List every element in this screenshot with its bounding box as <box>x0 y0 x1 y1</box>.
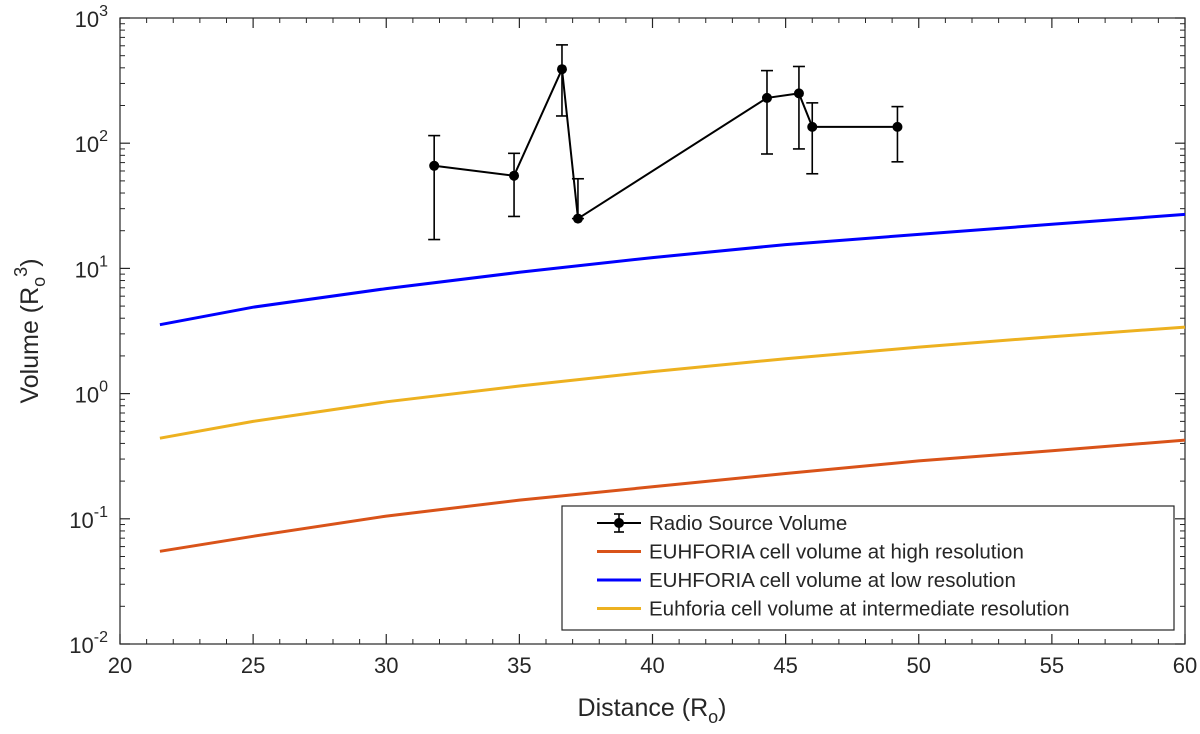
y-tick-label: 102 <box>75 128 108 157</box>
x-tick-label: 45 <box>773 653 797 678</box>
data-point <box>556 64 567 75</box>
legend-label: Radio Source Volume <box>649 512 847 535</box>
data-point <box>793 88 804 99</box>
legend-label: Euhforia cell volume at intermediate res… <box>649 598 1069 621</box>
y-tick-label: 103 <box>75 3 108 32</box>
data-point <box>509 170 520 181</box>
data-point <box>429 160 440 171</box>
x-axis-label: Distance (Ro) <box>578 694 727 727</box>
series-line <box>159 438 1186 553</box>
series-euhforia-cell-volume-at-low-resolution <box>159 212 1186 327</box>
tick-layer: 20 25 30 35 40 45 50 55 60 10-2 10-1 100 101 102 103 <box>69 3 1197 678</box>
legend-box <box>561 505 1175 631</box>
data-point <box>892 121 903 132</box>
series-line <box>434 65 898 221</box>
legend-entry: EUHFORIA cell volume at high resolution <box>597 541 1024 564</box>
x-tick-label: 35 <box>507 653 531 678</box>
series-radio-source-volume <box>428 44 904 241</box>
x-tick-label: 20 <box>108 653 132 678</box>
series-euhforia-cell-volume-at-intermediate-resolution <box>159 325 1186 440</box>
y-axis-label: Volume (Ro3) <box>11 258 49 403</box>
x-tick-label: 60 <box>1173 653 1197 678</box>
y-tick-label: 10-2 <box>69 629 108 658</box>
legend-entry: EUHFORIA cell volume at low resolution <box>597 569 1016 592</box>
x-tick-label: 50 <box>907 653 931 678</box>
series-line <box>159 325 1186 440</box>
x-tick-label: 40 <box>640 653 664 678</box>
y-tick-label: 100 <box>75 379 108 408</box>
y-tick-label: 10-1 <box>69 504 108 533</box>
data-point <box>572 213 583 224</box>
data-point <box>761 92 772 103</box>
legend-swatch-marker <box>614 518 624 528</box>
legend-entry: Euhforia cell volume at intermediate res… <box>597 598 1069 621</box>
series-euhforia-cell-volume-at-high-resolution <box>159 438 1186 553</box>
legend-entry: Radio Source Volume <box>597 512 847 535</box>
series-layer <box>159 44 1186 553</box>
legend-label: EUHFORIA cell volume at low resolution <box>649 569 1016 592</box>
data-point <box>807 121 818 132</box>
legend: Radio Source Volume EUHFORIA cell volume … <box>561 505 1175 631</box>
legend-label: EUHFORIA cell volume at high resolution <box>649 541 1024 564</box>
x-tick-label: 25 <box>241 653 265 678</box>
series-line <box>159 212 1186 327</box>
x-tick-label: 55 <box>1040 653 1064 678</box>
x-tick-label: 30 <box>374 653 398 678</box>
y-tick-label: 101 <box>75 253 108 282</box>
